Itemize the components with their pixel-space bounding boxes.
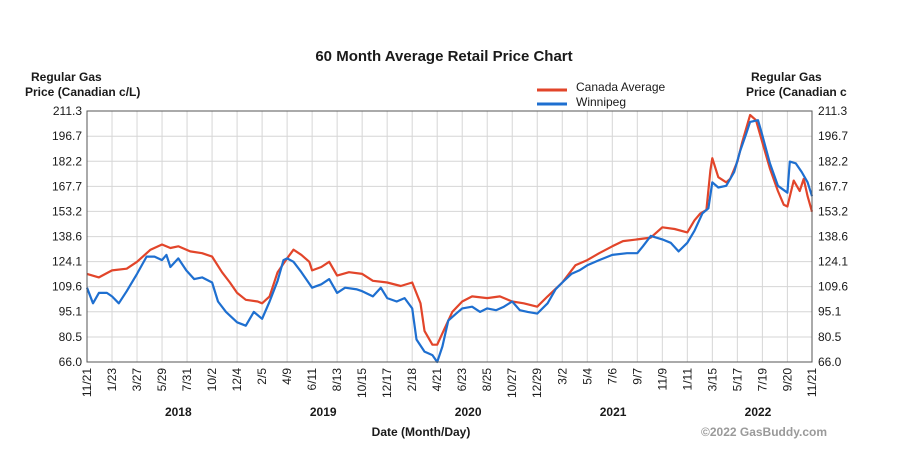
x-tick-label: 8/13 (330, 368, 344, 392)
y-tick-label-right: 196.7 (818, 129, 848, 143)
x-tick-label: 8/25 (480, 368, 494, 392)
y-tick-label-left: 153.2 (52, 204, 82, 218)
x-tick-labels: 11/21 1/23 3/27 5/29 7/31 10/2 12/4 2/5 4/9 6/11 8… (80, 368, 819, 398)
x-tick-label: 4/9 (280, 368, 294, 385)
x-tick-label: 10/2 (205, 368, 219, 392)
y-tick-label-left: 66.0 (59, 355, 83, 369)
legend-label-winnipeg: Winnipeg (576, 95, 626, 109)
x-tick-label: 1/11 (680, 368, 694, 391)
x-tick-label: 7/6 (605, 368, 619, 385)
y-tick-label-left: 167.7 (52, 179, 82, 193)
y-tick-label-right: 66.0 (818, 355, 842, 369)
x-tick-label: 7/19 (755, 368, 769, 392)
x-tick-label: 11/21 (805, 368, 819, 397)
x-tick-label: 9/7 (630, 368, 644, 385)
x-tick-label: 3/15 (705, 368, 719, 392)
y-tick-label-left: 182.2 (52, 154, 82, 168)
x-tick-label: 5/17 (730, 368, 744, 392)
y-tick-label-left: 138.6 (52, 230, 82, 244)
y-tick-label-right: 95.1 (818, 305, 842, 319)
series-line-canada-average (86, 113, 814, 346)
year-label: 2018 (165, 405, 192, 419)
y-tick-label-left: 211.3 (53, 104, 82, 118)
x-tick-label: 10/15 (355, 368, 369, 398)
y-tick-label-right: 167.7 (818, 179, 848, 193)
x-tick-label: 2/18 (405, 368, 419, 392)
year-labels: 2018 2019 2020 2021 2022 (165, 405, 772, 419)
x-tick-label: 12/4 (230, 368, 244, 392)
year-label: 2019 (310, 405, 337, 419)
series-lines (85, 113, 814, 364)
y-tick-label-left: 124.1 (52, 255, 82, 269)
grid (86, 110, 813, 363)
y-tick-label-right: 153.2 (818, 204, 848, 218)
x-tick-label: 3/2 (555, 368, 569, 385)
y-tick-label-right: 211.3 (818, 104, 847, 118)
x-tick-label: 10/27 (505, 368, 519, 398)
x-tick-label: 12/17 (380, 368, 394, 398)
y-tick-label-right: 182.2 (818, 154, 848, 168)
y-axis-title-right-line1: Regular Gas (751, 70, 822, 84)
x-tick-label: 6/23 (455, 368, 469, 392)
year-label: 2020 (455, 405, 482, 419)
x-tick-label: 5/4 (580, 368, 594, 385)
year-label: 2021 (600, 405, 627, 419)
y-axis-title-left-line2: Price (Canadian c/L) (25, 85, 140, 99)
y-tick-labels-left: 211.3 196.7 182.2 167.7 153.2 138.6 124.1 109.6… (52, 104, 82, 369)
y-tick-label-left: 80.5 (59, 330, 83, 344)
series-line-winnipeg (85, 119, 814, 364)
year-label: 2022 (745, 405, 772, 419)
x-tick-label: 4/21 (430, 368, 444, 392)
x-tick-label: 3/27 (130, 368, 144, 392)
x-tick-label: 9/20 (780, 368, 794, 392)
credit-text: ©2022 GasBuddy.com (701, 425, 827, 439)
legend-label-canada: Canada Average (576, 80, 666, 94)
plot-frame (86, 110, 813, 363)
x-tick-label: 11/9 (655, 368, 669, 391)
y-tick-label-left: 95.1 (59, 305, 83, 319)
y-tick-labels-right: 211.3 196.7 182.2 167.7 153.2 138.6 124.1 109.6… (818, 104, 848, 369)
y-tick-label-left: 196.7 (52, 129, 82, 143)
y-tick-label-right: 80.5 (818, 330, 842, 344)
x-tick-label: 2/5 (255, 368, 269, 385)
y-axis-title-right-line2: Price (Canadian c (746, 85, 847, 99)
y-tick-label-left: 109.6 (52, 280, 82, 294)
x-tick-label: 5/29 (155, 368, 169, 392)
y-tick-label-right: 124.1 (818, 255, 848, 269)
chart-title: 60 Month Average Retail Price Chart (315, 48, 572, 65)
x-tick-label: 11/21 (80, 368, 94, 397)
x-tick-label: 1/23 (105, 368, 119, 392)
y-tick-label-right: 109.6 (818, 280, 848, 294)
y-axis-title-left-line1: Regular Gas (31, 70, 102, 84)
y-tick-label-right: 138.6 (818, 230, 848, 244)
x-tick-label: 7/31 (180, 368, 194, 392)
x-tick-label: 6/11 (305, 368, 319, 391)
x-axis-title: Date (Month/Day) (372, 425, 471, 439)
x-tick-label: 12/29 (530, 368, 544, 398)
